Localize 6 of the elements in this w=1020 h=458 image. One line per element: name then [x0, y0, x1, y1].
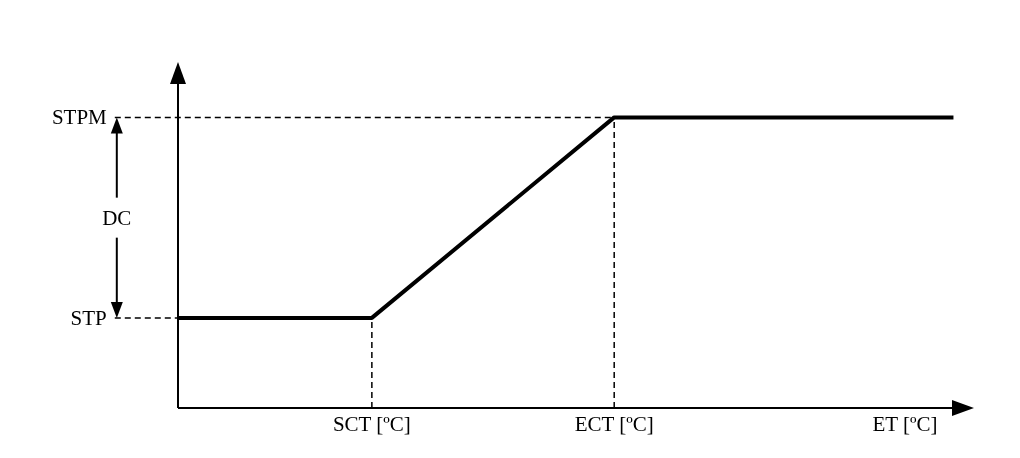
x-tick-label: ET [ºC]: [872, 411, 938, 436]
ref-line-label: STPM: [51, 105, 108, 130]
x-tick-label: ECT [ºC]: [574, 411, 654, 436]
ref-line-label: STP: [70, 305, 107, 330]
text: DC: [102, 205, 132, 230]
x-tick-label: SCT [ºC]: [332, 411, 411, 436]
